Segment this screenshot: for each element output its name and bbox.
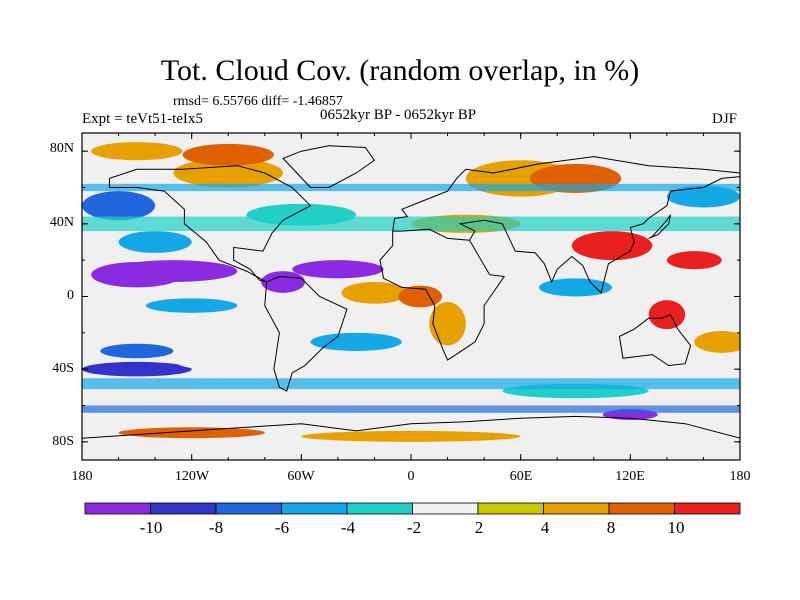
anomaly-patch xyxy=(82,191,156,221)
colorbar-swatch xyxy=(674,502,741,515)
lon-label-60e: 60E xyxy=(509,469,533,484)
season-label: DJF xyxy=(712,111,738,127)
coastline xyxy=(379,228,506,361)
anomaly-patch xyxy=(310,332,402,351)
anomaly-patch xyxy=(109,260,238,282)
anomaly-patch xyxy=(182,143,274,166)
anomaly-patch xyxy=(341,281,408,304)
colorbar-swatch xyxy=(215,502,282,515)
coastline xyxy=(392,156,740,232)
colorbar-label-2: 2 xyxy=(474,518,484,537)
colorbar-swatch xyxy=(477,502,544,515)
colorbar-label-minus6: -6 xyxy=(274,518,290,537)
anomaly-patch xyxy=(173,349,284,371)
anomaly-patch xyxy=(145,298,238,313)
lon-label-180e: 180 xyxy=(729,469,751,484)
colorbar-label-minus8: -8 xyxy=(208,518,224,537)
coastline xyxy=(648,214,671,239)
colorbar-label-minus2: -2 xyxy=(406,518,422,537)
coastline xyxy=(108,165,312,283)
anomaly-field xyxy=(82,133,740,460)
experiment-label: Expt = teVt51-teIx5 xyxy=(82,111,203,127)
coastline xyxy=(282,145,376,188)
anomaly-patch xyxy=(666,251,722,270)
anomaly-band xyxy=(82,378,740,390)
anomaly-patch xyxy=(429,301,466,346)
coastlines xyxy=(82,145,740,439)
anomaly-patch xyxy=(571,231,653,261)
anomaly-patch xyxy=(694,331,740,353)
anomaly-patch xyxy=(261,271,305,293)
anomaly-patch xyxy=(398,285,443,308)
lat-label-80s: 80S xyxy=(52,434,74,449)
anomaly-patch xyxy=(173,158,284,188)
anomaly-band xyxy=(82,216,740,232)
anomaly-patch xyxy=(538,278,613,297)
lat-label-0: 0 xyxy=(67,288,74,303)
anomaly-patch xyxy=(118,231,192,253)
anomaly-patch xyxy=(292,260,384,279)
lon-label-60w: 60W xyxy=(287,469,315,484)
anomaly-band xyxy=(82,183,740,192)
chart-title: Tot. Cloud Cov. (random overlap, in %) xyxy=(160,54,640,87)
lat-label-80n: 80N xyxy=(49,141,74,156)
anomaly-patch xyxy=(91,142,183,161)
colorbar-swatch xyxy=(412,502,479,515)
colorbar-swatch xyxy=(346,502,413,515)
lon-label-120e: 120E xyxy=(615,469,645,484)
colorbar-swatch xyxy=(150,502,217,515)
anomaly-patch xyxy=(100,343,174,359)
colorbar-label-10: 10 xyxy=(667,518,685,537)
colorbar-label-4: 4 xyxy=(540,518,550,537)
coastline xyxy=(458,176,740,294)
coastline xyxy=(82,415,740,439)
anomaly-patch xyxy=(118,427,265,439)
colorbar-swatch xyxy=(281,502,348,515)
anomaly-band xyxy=(82,405,740,413)
colorbar-swatch xyxy=(543,502,610,515)
coastline xyxy=(264,275,348,392)
lon-label-180w: 180 xyxy=(71,469,93,484)
lat-label-40n: 40N xyxy=(49,215,74,230)
period-label: 0652kyr BP - 0652kyr BP xyxy=(320,107,477,123)
colorbar-swatch xyxy=(608,502,675,515)
colorbar-swatch xyxy=(84,502,151,515)
anomaly-patch xyxy=(411,358,558,381)
colorbar-label-minus10: -10 xyxy=(139,518,163,537)
coastline xyxy=(618,314,692,367)
colorbar-label-8: 8 xyxy=(606,518,616,537)
colorbar-label-minus4: -4 xyxy=(340,518,356,537)
lat-label-40s: 40S xyxy=(52,361,74,376)
anomaly-patch xyxy=(301,430,521,442)
lon-label-0: 0 xyxy=(407,469,415,484)
anomaly-patch xyxy=(82,361,192,377)
lon-label-120w: 120W xyxy=(174,469,210,484)
colorbar xyxy=(84,502,741,515)
axis-ticks xyxy=(81,133,741,460)
anomaly-patch xyxy=(648,300,686,330)
rmsd-diff-stats: rmsd= 6.55766 diff= -1.46857 xyxy=(173,94,343,109)
